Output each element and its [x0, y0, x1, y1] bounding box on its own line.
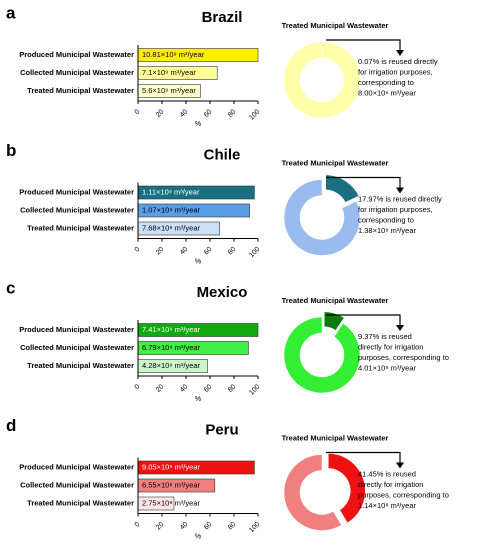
x-tick-label: 60 [203, 108, 214, 119]
annotation: 41.45% is reused [358, 469, 416, 478]
bar-label: 4.28×10⁹ m³/year [142, 361, 201, 370]
bar-label: 6.79×10⁹ m³/year [142, 343, 201, 352]
pie-title: Treated Municipal Wastewater [282, 21, 389, 30]
x-tick-label: 20 [155, 246, 166, 257]
x-tick-label: 100 [248, 246, 261, 259]
pie-title: Treated Municipal Wastewater [282, 158, 389, 167]
x-tick-label: 80 [227, 246, 238, 257]
annotation: directly for irrigation [358, 342, 423, 351]
annotation: corresponding to [358, 78, 414, 87]
arrow-head [396, 50, 404, 56]
pie-title: Treated Municipal Wastewater [282, 296, 389, 305]
category-label: Treated Municipal Wastewater [27, 86, 134, 95]
annotation: purposes, corresponding to [358, 490, 449, 499]
x-tick-label: 80 [227, 108, 238, 119]
x-tick-label: 80 [227, 521, 238, 532]
x-axis-label: % [195, 121, 201, 128]
x-tick-label: 100 [248, 383, 261, 396]
annotation: corresponding to [358, 215, 414, 224]
arrow [326, 451, 401, 465]
bar-label: 2.75×10⁸ m³/year [142, 498, 200, 507]
x-tick-label: 60 [203, 246, 214, 257]
bar-label: 7.41×10⁹ m³/year [142, 325, 201, 334]
x-axis-label: % [195, 396, 201, 403]
x-tick-label: 40 [179, 246, 190, 257]
chart-title: Peru [205, 421, 238, 438]
annotation: directly for irrigation [358, 480, 423, 489]
chart-title: Brazil [202, 9, 243, 26]
pie-slice [322, 310, 346, 333]
x-tick-label: 20 [155, 521, 166, 532]
x-axis-label: % [195, 258, 201, 265]
annotation: 9.37% is reused [358, 332, 412, 341]
arrow [326, 39, 401, 52]
x-tick-label: 100 [248, 521, 261, 534]
chart-title: Chile [204, 146, 241, 163]
pie-slice [283, 316, 361, 394]
bar-label: 7.1×10⁹ m³/year [142, 68, 196, 77]
annotation: 17.97% is reused directly [358, 194, 442, 203]
panel-label: a [6, 3, 16, 22]
chart-title: Mexico [197, 284, 248, 301]
annotation: purposes, corresponding to [358, 353, 449, 362]
x-tick-label: 0 [134, 108, 142, 116]
bar-label: 5.6×10⁹ m³/year [142, 86, 196, 95]
x-tick-label: 20 [155, 383, 166, 394]
panel-label: d [6, 416, 16, 435]
bar-label: 6.55×10⁸ m³/year [142, 480, 200, 489]
x-tick-label: 0 [134, 521, 142, 529]
pie-slice [324, 173, 361, 205]
arrow [326, 314, 401, 327]
arrow-head [396, 187, 404, 194]
category-label: Produced Municipal Wastewater [19, 50, 134, 59]
pie-slice [327, 452, 367, 525]
category-label: Treated Municipal Wastewater [27, 498, 134, 507]
x-tick-label: 40 [179, 521, 190, 532]
annotation: for irrigation purposes, [358, 67, 433, 76]
category-label: Produced Municipal Wastewater [19, 462, 134, 471]
pie-slice [283, 454, 342, 531]
panel-label: c [6, 278, 15, 297]
x-tick-label: 0 [134, 246, 142, 254]
x-tick-label: 60 [203, 383, 214, 394]
category-label: Collected Municipal Wastewater [20, 205, 134, 214]
x-tick-label: 0 [134, 383, 142, 391]
category-label: Produced Municipal Wastewater [19, 187, 134, 196]
x-tick-label: 20 [155, 108, 166, 119]
bar-label: 1.07×10⁹ m³/year [142, 205, 201, 214]
category-label: Collected Municipal Wastewater [20, 68, 134, 77]
x-tick-label: 100 [248, 108, 261, 121]
x-axis-label: % [195, 533, 201, 540]
bar-label: 10.81×10⁹ m³/year [142, 50, 205, 59]
annotation: 1.38×10⁸ m³/year [358, 226, 416, 235]
bar-label: 9.05×10⁸ m³/year [142, 462, 200, 471]
pie-slice [283, 179, 361, 256]
panel-label: b [6, 141, 16, 160]
category-label: Collected Municipal Wastewater [20, 343, 134, 352]
x-tick-label: 80 [227, 383, 238, 394]
x-tick-label: 40 [179, 108, 190, 119]
x-tick-label: 60 [203, 521, 214, 532]
category-label: Collected Municipal Wastewater [20, 480, 134, 489]
arrow [326, 176, 401, 190]
annotation: 0.07% is reused directly [358, 57, 438, 66]
category-label: Treated Municipal Wastewater [27, 223, 134, 232]
arrow-head [396, 462, 404, 469]
category-label: Produced Municipal Wastewater [19, 325, 134, 334]
x-tick-label: 40 [179, 383, 190, 394]
pie-title: Treated Municipal Wastewater [282, 433, 389, 442]
arrow-head [396, 325, 404, 331]
bar-label: 1.11×10⁹ m³/year [142, 187, 200, 196]
pie-slice [283, 41, 361, 119]
bar-label: 7.68×10⁸ m³/year [142, 223, 200, 232]
annotation: 4.01×10⁸ m³/year [358, 363, 416, 372]
annotation: for irrigation purposes, [358, 205, 433, 214]
category-label: Treated Municipal Wastewater [27, 361, 134, 370]
annotation: 8.00×10⁶ m³/year [358, 88, 416, 97]
annotation: 1.14×10⁸ m³/year [358, 501, 416, 510]
